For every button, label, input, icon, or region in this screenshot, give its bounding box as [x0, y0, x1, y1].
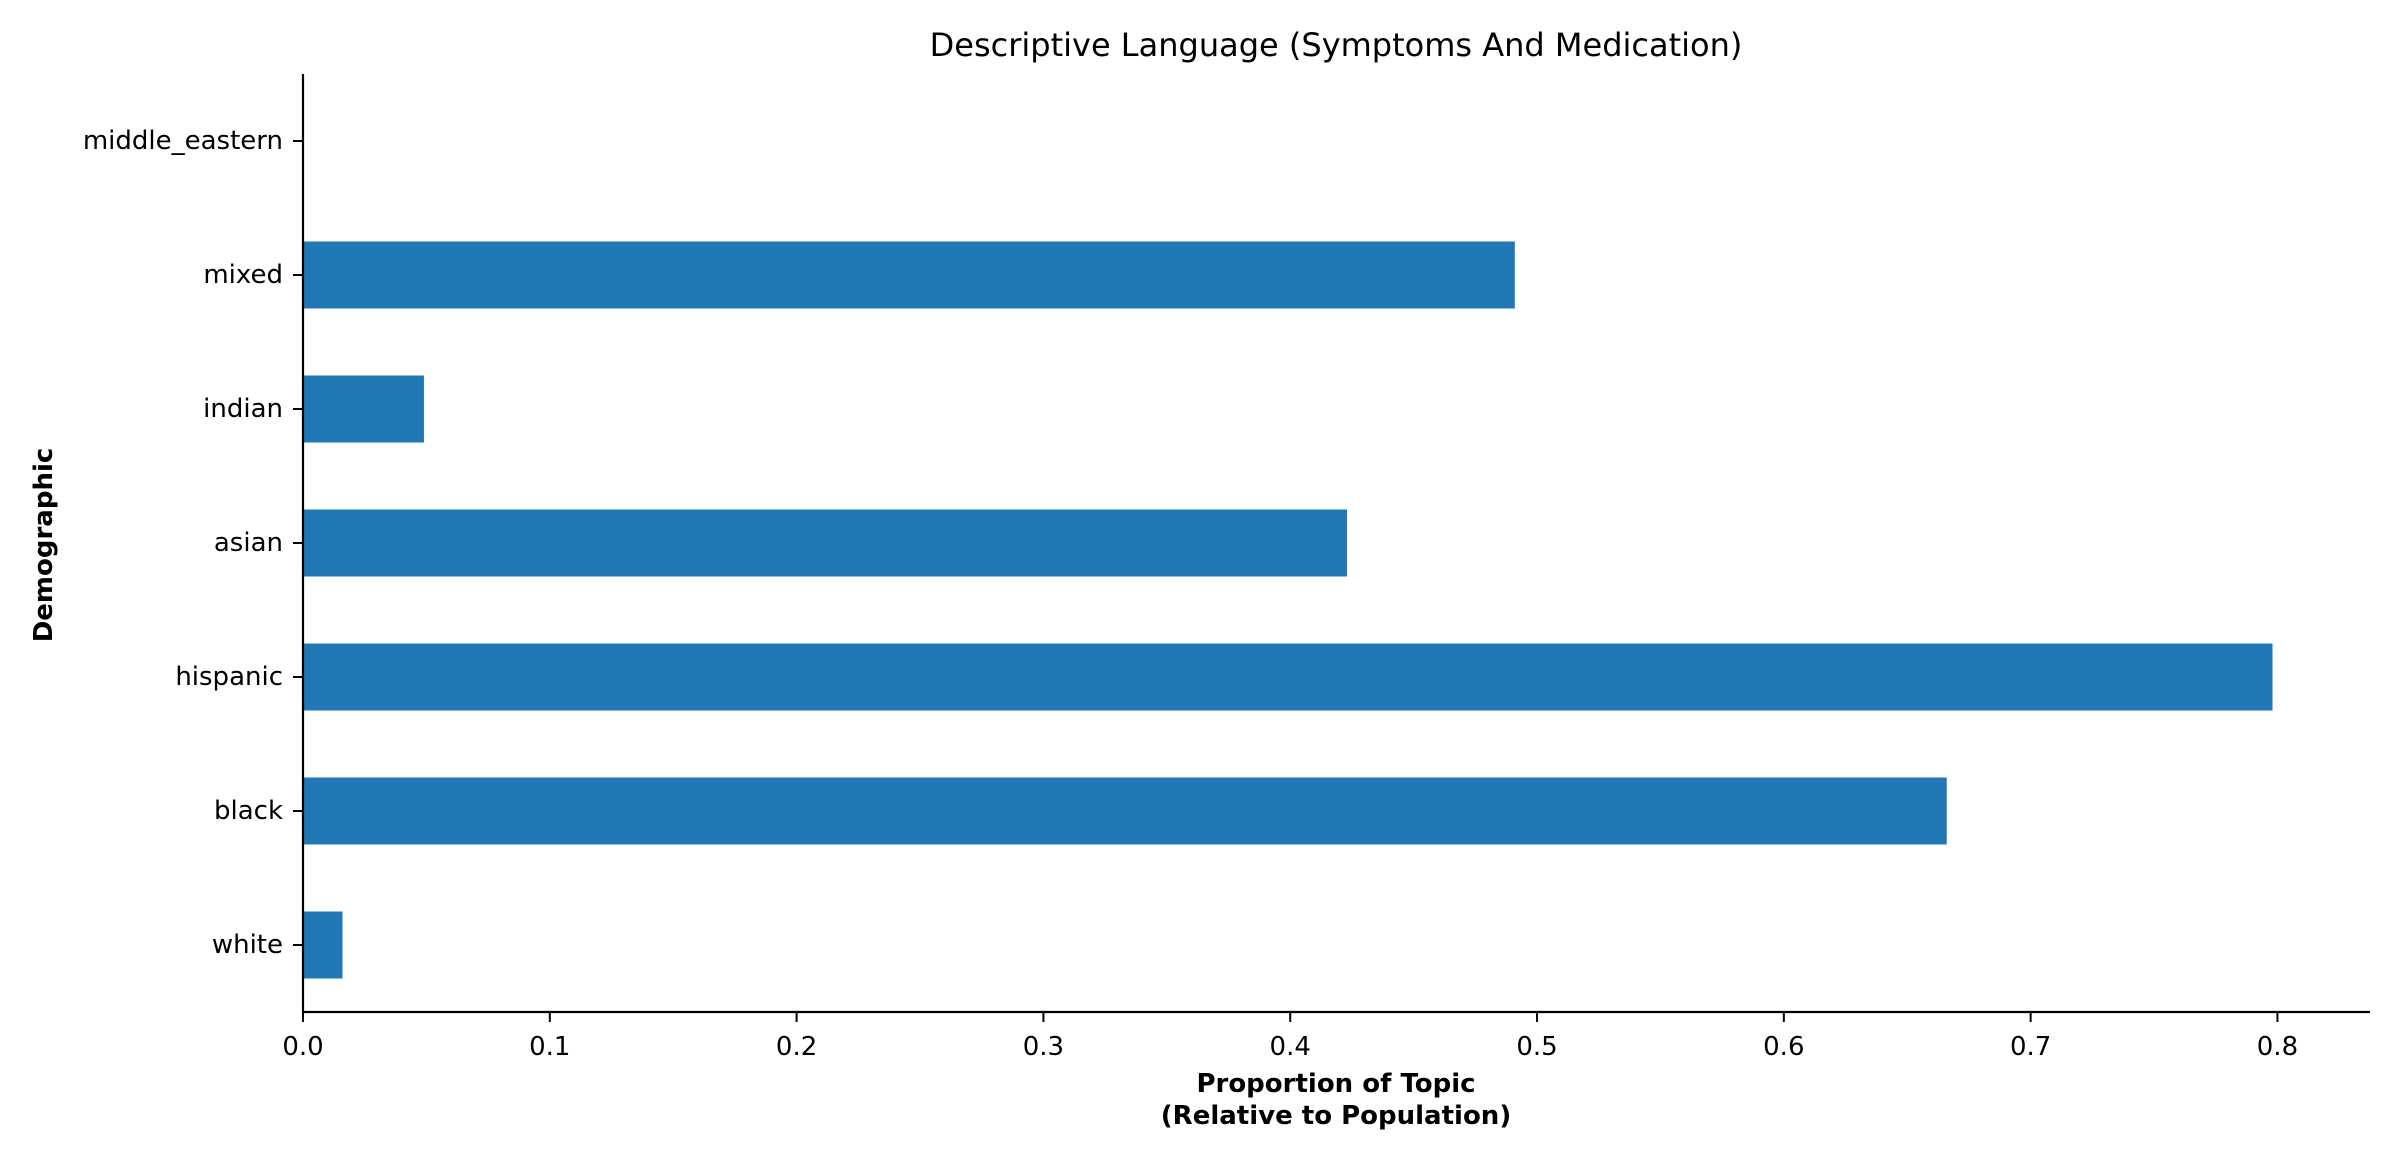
- x-tick-label-0: 0.0: [282, 1032, 323, 1062]
- y-tick-label-black: black: [214, 796, 283, 826]
- chart-title: Descriptive Language (Symptoms And Medic…: [930, 26, 1743, 64]
- x-tick-label-2: 0.2: [776, 1032, 817, 1062]
- y-tick-label-mixed: mixed: [203, 260, 283, 290]
- y-tick-label-middle_eastern: middle_eastern: [83, 126, 283, 156]
- x-tick-label-3: 0.3: [1023, 1032, 1064, 1062]
- bar-white: [303, 911, 343, 979]
- bar-asian: [303, 509, 1347, 577]
- bar-indian: [303, 375, 424, 443]
- x-tick-label-1: 0.1: [529, 1032, 570, 1062]
- y-tick-label-indian: indian: [203, 394, 283, 424]
- x-tick-label-6: 0.6: [1763, 1032, 1804, 1062]
- x-axis-ticks: 0.0 0.1 0.2 0.3 0.4 0.5 0.6 0.7 0.8: [282, 1012, 2298, 1062]
- bars-group: [303, 241, 2273, 979]
- bar-hispanic: [303, 643, 2273, 711]
- x-tick-label-4: 0.4: [1270, 1032, 1311, 1062]
- x-axis-label-line-2: (Relative to Population): [1161, 1101, 1511, 1131]
- x-tick-label-5: 0.5: [1516, 1032, 1557, 1062]
- y-axis-label: Demographic: [29, 448, 59, 643]
- bar-mixed: [303, 241, 1515, 309]
- x-axis-label-line-1: Proportion of Topic: [1196, 1069, 1475, 1099]
- y-tick-label-hispanic: hispanic: [175, 662, 283, 692]
- y-tick-label-white: white: [212, 930, 283, 960]
- x-tick-label-7: 0.7: [2010, 1032, 2051, 1062]
- x-tick-label-8: 0.8: [2257, 1032, 2298, 1062]
- bar-black: [303, 777, 1947, 845]
- y-tick-label-asian: asian: [214, 528, 283, 558]
